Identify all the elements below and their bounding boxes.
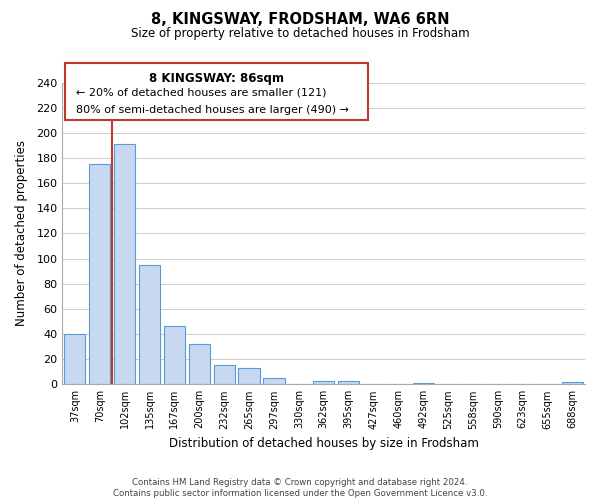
Bar	[413, 383, 434, 384]
Text: ← 20% of detached houses are smaller (121): ← 20% of detached houses are smaller (12…	[76, 87, 326, 97]
Y-axis label: Number of detached properties: Number of detached properties	[15, 140, 28, 326]
Bar	[238, 368, 260, 384]
Bar	[189, 344, 210, 385]
Bar	[64, 334, 85, 384]
Bar	[313, 380, 334, 384]
Bar	[114, 144, 135, 384]
FancyBboxPatch shape	[65, 63, 368, 120]
Text: 8 KINGSWAY: 86sqm: 8 KINGSWAY: 86sqm	[149, 72, 284, 85]
Bar	[562, 382, 583, 384]
Bar	[89, 164, 110, 384]
Text: Contains HM Land Registry data © Crown copyright and database right 2024.
Contai: Contains HM Land Registry data © Crown c…	[113, 478, 487, 498]
Bar	[139, 265, 160, 384]
Bar	[338, 380, 359, 384]
Bar	[263, 378, 284, 384]
Text: 8, KINGSWAY, FRODSHAM, WA6 6RN: 8, KINGSWAY, FRODSHAM, WA6 6RN	[151, 12, 449, 28]
Text: 80% of semi-detached houses are larger (490) →: 80% of semi-detached houses are larger (…	[76, 105, 349, 115]
X-axis label: Distribution of detached houses by size in Frodsham: Distribution of detached houses by size …	[169, 437, 479, 450]
Bar	[164, 326, 185, 384]
Bar	[214, 366, 235, 384]
Text: Size of property relative to detached houses in Frodsham: Size of property relative to detached ho…	[131, 28, 469, 40]
